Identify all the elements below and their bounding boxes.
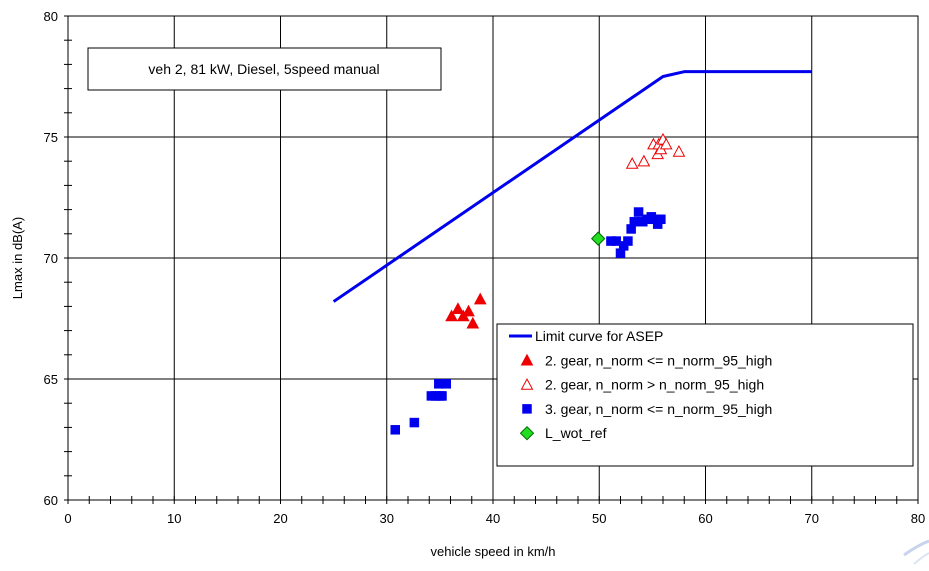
y-tick-label: 65 [44,372,58,387]
x-axis-title: vehicle speed in km/h [430,544,555,559]
legend-label: L_wot_ref [545,425,607,441]
legend-label: 2. gear, n_norm > n_norm_95_high [545,377,764,393]
x-tick-label: 50 [592,511,606,526]
legend-marker [522,404,532,414]
legend-item: Limit curve for ASEP [509,328,663,344]
x-tick-label: 80 [911,511,925,526]
data-point [672,144,686,157]
data-point [462,304,475,317]
data-point [629,216,640,227]
plot-frame [67,15,919,501]
series-layer [332,70,812,435]
data-point [390,425,400,435]
legend-item: 2. gear, n_norm > n_norm_95_high [520,377,764,393]
data-point [637,154,651,167]
data-point [633,207,644,217]
legend-marker [519,425,535,441]
x-tick-label: 40 [486,511,500,526]
y-tick-labels: 60 65 70 75 80 [44,9,58,508]
limit-curve-line [332,70,812,303]
y-tick-label: 70 [44,251,58,266]
series-3 [625,132,686,169]
annotation-box: veh 2, 81 kW, Diesel, 5speed manual [87,47,442,91]
y-tick-label: 60 [44,493,58,508]
legend-marker [520,378,534,390]
y-axis-title: Lmax in dB(A) [10,217,25,299]
x-tick-labels: 0 10 20 30 40 50 60 70 80 [64,511,925,526]
y-tick-label: 75 [44,130,58,145]
x-tick-label: 20 [273,511,287,526]
annotation-text: veh 2, 81 kW, Diesel, 5speed manual [148,61,379,77]
data-point [473,292,487,305]
data-point [445,309,458,322]
legend-label: 2. gear, n_norm <= n_norm_95_high [545,352,772,368]
data-point [437,391,447,401]
legend: Limit curve for ASEP 2. gear, n_norm <= n… [496,323,914,467]
data-point [441,379,451,389]
x-tick-label: 10 [167,511,181,526]
data-point [451,302,465,314]
legend-box [496,323,914,467]
data-point [409,417,420,428]
legend-label: Limit curve for ASEP [535,328,663,344]
data-point [656,214,666,225]
legend-item: 2. gear, n_norm <= n_norm_95_high [520,352,772,368]
x-tick-label: 30 [380,511,394,526]
series-2 [445,292,487,329]
series-5 [590,231,606,246]
legend-marker [520,353,534,366]
series-1 [332,70,812,303]
data-point [611,236,621,246]
data-point [466,316,480,329]
y-tick-label: 80 [44,9,58,24]
legend-item: 3. gear, n_norm <= n_norm_95_high [522,401,772,417]
x-tick-label: 0 [64,511,71,526]
x-tick-label: 60 [698,511,712,526]
x-tick-label: 70 [805,511,819,526]
data-point [623,236,633,246]
legend-item: L_wot_ref [519,425,607,441]
series-4 [390,207,666,435]
data-point [625,157,639,169]
corner-swoosh [903,539,929,565]
data-point [659,137,673,150]
data-point [590,231,606,246]
legend-label: 3. gear, n_norm <= n_norm_95_high [545,401,772,417]
